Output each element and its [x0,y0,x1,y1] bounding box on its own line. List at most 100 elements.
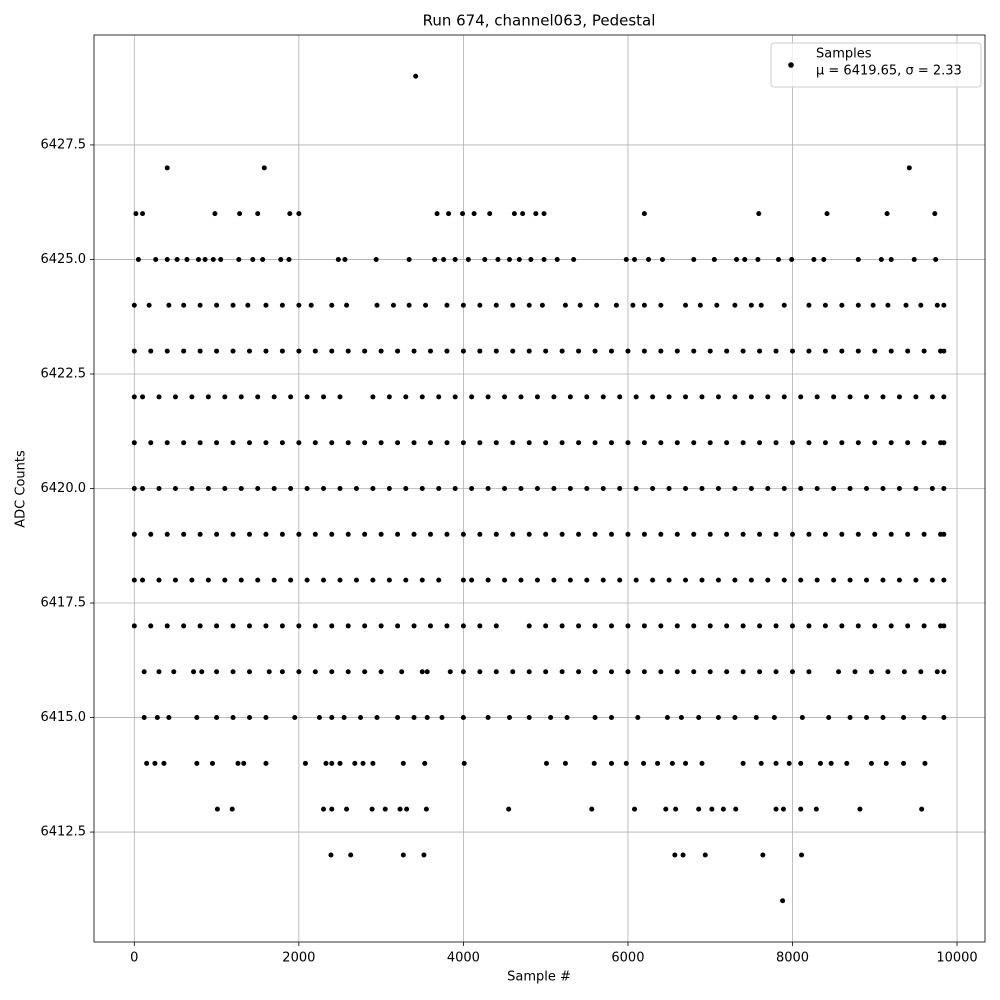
sample-point [510,531,516,537]
sample-point [683,486,689,491]
sample-point [562,302,568,308]
sample-point [518,486,524,491]
sample-point [403,577,409,583]
sample-point [672,852,678,858]
sample-point [337,577,343,583]
sample-point [941,486,947,491]
sample-point [161,760,167,766]
sample-point [452,256,458,262]
sample-point [658,440,664,446]
sample-point [608,348,614,354]
sample-point [669,760,675,766]
sample-point [740,440,746,446]
sample-point [658,531,664,537]
sample-point [617,394,623,400]
sample-point [888,348,894,354]
sample-point [757,623,763,629]
sample-point [131,302,137,308]
sample-point [691,256,697,262]
sample-point [608,623,614,629]
sample-point [864,577,870,583]
sample-point [419,394,425,400]
sample-point [666,577,672,583]
sample-point [263,531,269,537]
sample-point [831,577,837,583]
sample-point [197,302,203,308]
sample-point [740,760,746,766]
sample-point [279,623,285,629]
sample-point [646,256,652,262]
sample-point [906,165,912,171]
sample-point [477,440,483,446]
sample-point [329,531,335,537]
sample-point [757,348,763,354]
sample-point [279,440,285,446]
sample-point [633,394,639,400]
sample-point [423,302,429,308]
sample-point [720,806,726,812]
sample-point [921,531,927,537]
sample-point [543,760,549,766]
sample-point [896,394,902,400]
sample-point [526,623,532,629]
sample-point [921,623,927,629]
sample-point [197,440,203,446]
sample-point [263,715,269,721]
sample-point [625,440,631,446]
sample-point [641,669,647,675]
sample-point [526,302,532,308]
sample-point [756,211,762,217]
sample-point [241,760,247,766]
sample-point [164,348,170,354]
sample-point [140,486,146,491]
x-tick-label: 10000 [936,951,977,966]
sample-point [600,394,606,400]
sample-point [166,302,172,308]
sample-point [345,531,351,537]
sample-point [399,669,405,675]
sample-point [238,394,244,400]
sample-point [181,531,187,537]
sample-point [868,669,874,675]
sample-point [246,440,252,446]
sample-point [421,852,427,858]
sample-point [592,715,598,721]
sample-point [941,440,947,446]
sample-point [691,531,697,537]
sample-point [773,440,779,446]
sample-point [329,623,335,629]
sample-point [650,394,656,400]
sample-point [146,302,152,308]
sample-point [592,669,598,675]
sample-point [806,669,812,675]
sample-point [905,440,911,446]
sample-point [789,256,795,262]
sample-point [210,256,216,262]
sample-point [608,531,614,537]
plot-frame [93,34,986,943]
sample-point [502,486,508,491]
sample-point [148,348,154,354]
sample-point [814,394,820,400]
sample-point [358,715,364,721]
sample-point [335,256,341,262]
sample-point [855,348,861,354]
sample-point [419,577,425,583]
y-tick-label: 6425.0 [41,252,87,267]
sample-point [941,531,947,537]
sample-point [674,440,680,446]
sample-point [806,440,812,446]
sample-point [551,486,557,491]
sample-point [773,623,779,629]
sample-point [506,256,512,262]
sample-point [526,715,532,721]
sample-point [362,531,368,537]
sample-point [548,715,554,721]
y-tick-label: 6417.5 [41,596,87,611]
sample-point [131,486,137,491]
sample-point [131,623,137,629]
sample-point [814,577,820,583]
sample-point [799,852,805,858]
sample-point [559,440,565,446]
sample-point [230,440,236,446]
